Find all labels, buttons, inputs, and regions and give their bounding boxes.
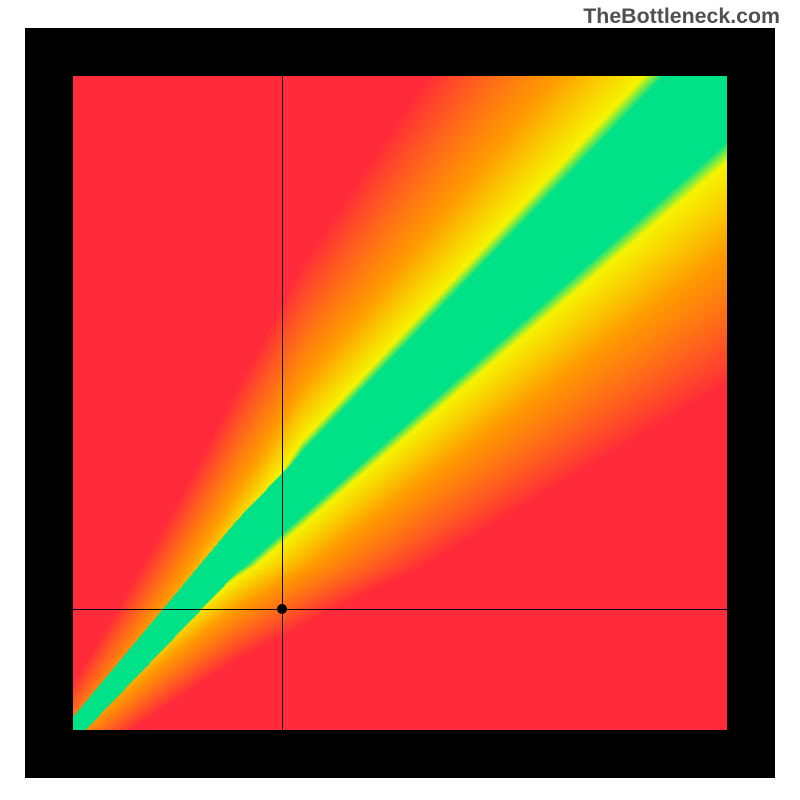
crosshair-vertical bbox=[282, 76, 283, 730]
crosshair-horizontal bbox=[73, 609, 727, 610]
heatmap-canvas bbox=[73, 76, 727, 730]
heatmap-frame bbox=[25, 28, 775, 778]
attribution-text: TheBottleneck.com bbox=[583, 4, 780, 29]
